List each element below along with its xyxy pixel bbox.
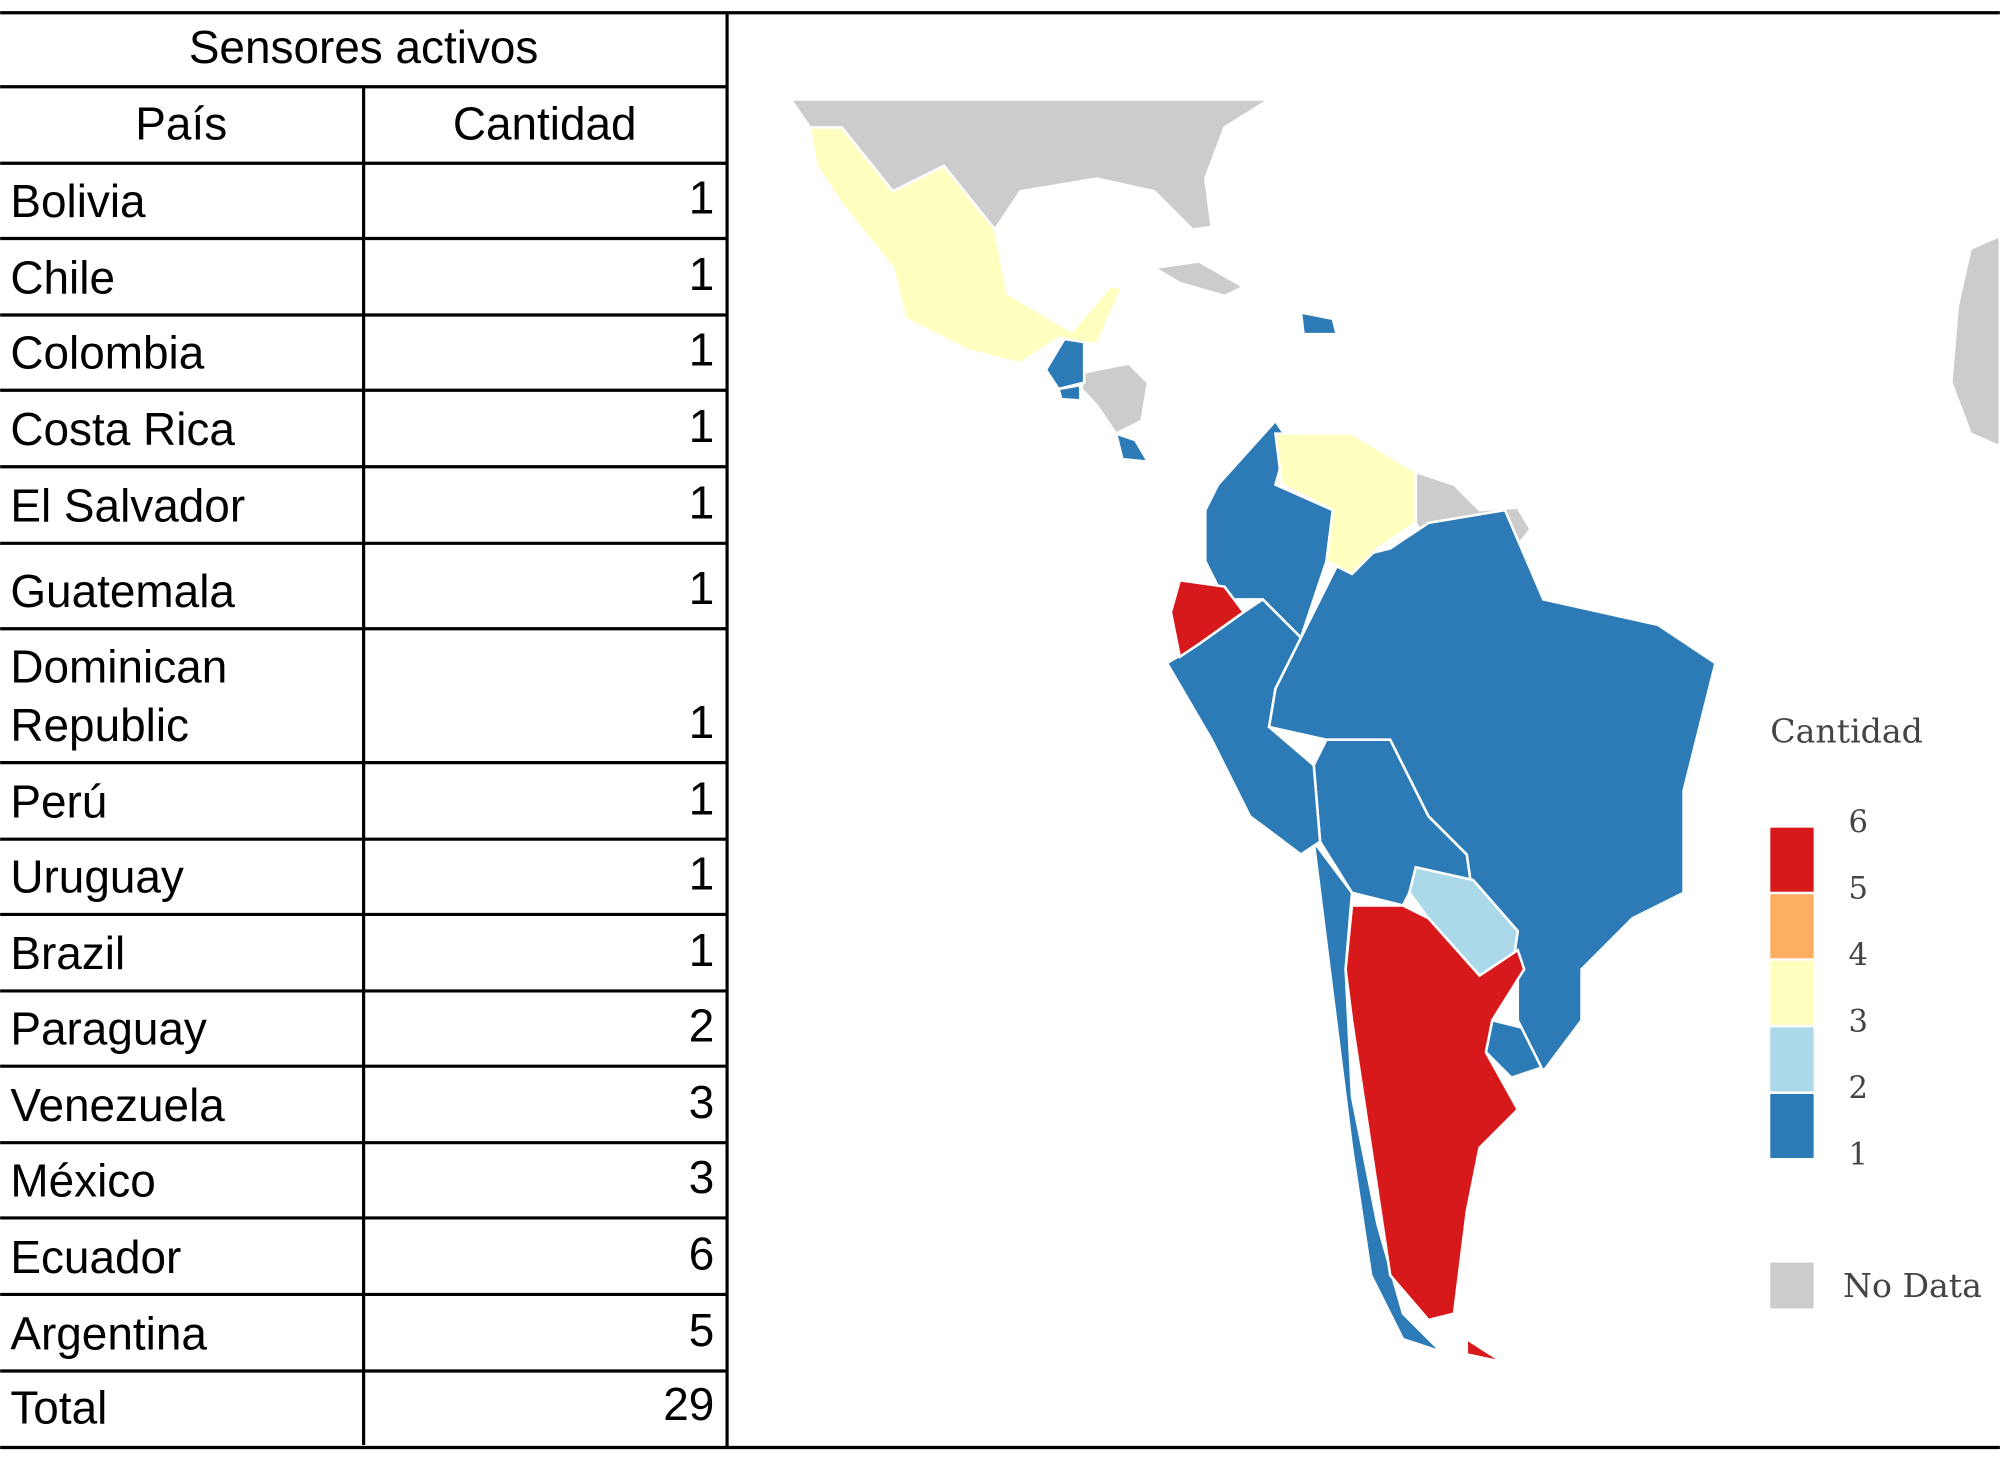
legend-tick-label: 4 — [1849, 938, 1868, 973]
cell: Total — [10, 1381, 108, 1434]
country-name: Argentina — [10, 1307, 207, 1360]
quantity: 29 — [663, 1378, 714, 1430]
legend-swatch — [1770, 960, 1814, 1025]
legend-swatch — [1770, 894, 1814, 959]
region-no-data — [1150, 260, 1247, 298]
country-region — [1114, 431, 1151, 464]
quantity: 1 — [689, 562, 715, 614]
quantity: 1 — [689, 323, 715, 375]
cell: Costa Rica — [10, 403, 235, 456]
legend-swatch — [1770, 1093, 1814, 1158]
country-name: Perú — [10, 775, 108, 828]
country-region — [1044, 336, 1086, 391]
column-header: Cantidad — [453, 98, 637, 150]
country-name: El Salvador — [10, 479, 246, 532]
cell: Venezuela — [10, 1078, 225, 1132]
country-region — [808, 126, 1125, 365]
legend-tick-label: 2 — [1849, 1071, 1868, 1106]
column-header: País — [135, 98, 227, 150]
legend-swatch — [1770, 827, 1814, 892]
legend-tick-label: 1 — [1849, 1138, 1868, 1173]
cell: Uruguay — [10, 850, 184, 903]
cell: Paraguay — [10, 1002, 207, 1055]
quantity: 1 — [689, 696, 715, 748]
country-name: Paraguay — [10, 1002, 207, 1055]
quantity: 3 — [689, 1076, 715, 1128]
legend-tick-label: 6 — [1849, 805, 1868, 840]
quantity: 1 — [689, 848, 715, 900]
country-region — [1274, 432, 1418, 576]
cell: Brazil — [10, 927, 126, 980]
quantity: 1 — [689, 172, 715, 224]
quantity: 1 — [689, 924, 715, 976]
cell: Perú — [10, 775, 108, 828]
legend-swatch — [1770, 1027, 1814, 1092]
cell: Bolivia — [10, 174, 146, 228]
cell: Chile — [10, 251, 115, 304]
legend-tick-label: 3 — [1849, 1005, 1868, 1040]
quantity: 1 — [689, 400, 715, 452]
country-name: Guatemala — [10, 564, 235, 618]
country-name: Brazil — [10, 927, 126, 980]
quantity: 6 — [689, 1228, 715, 1280]
country-name: Uruguay — [10, 850, 184, 903]
country-region — [1165, 597, 1322, 857]
country-region — [1299, 310, 1339, 336]
country-region — [1344, 904, 1526, 1364]
country-region — [1169, 578, 1246, 659]
quantity: 2 — [689, 999, 715, 1051]
country-name: México — [10, 1154, 156, 1207]
legend-tick-label: 5 — [1849, 871, 1868, 906]
country-name: Dominican Republic — [10, 640, 228, 752]
quantity: 1 — [689, 476, 715, 528]
legend-no-data-label: No Data — [1843, 1266, 1982, 1305]
country-name: Venezuela — [10, 1078, 225, 1132]
region-no-data — [1950, 234, 2000, 448]
table-title: Sensores activos — [189, 21, 539, 73]
legend-no-data-swatch — [1770, 1262, 1814, 1309]
country-name: Ecuador — [10, 1230, 182, 1283]
country-name: Costa Rica — [10, 403, 235, 456]
quantity: 1 — [689, 248, 715, 300]
quantity: 3 — [689, 1151, 715, 1203]
cell: Guatemala — [10, 564, 235, 618]
quantity: 5 — [689, 1304, 715, 1356]
cell: Argentina — [10, 1307, 207, 1360]
country-region — [1267, 508, 1717, 1074]
quantity: 1 — [689, 772, 715, 824]
cell: México — [10, 1154, 156, 1207]
cell: Ecuador — [10, 1230, 182, 1283]
cell: Dominican Republic — [10, 640, 228, 752]
legend-title: Cantidad — [1770, 711, 1923, 750]
region-no-data — [1080, 362, 1150, 436]
country-name: Chile — [10, 251, 115, 304]
country-name: Bolivia — [10, 174, 146, 228]
cell: Colombia — [10, 326, 205, 379]
country-name: Colombia — [10, 326, 205, 379]
cell: El Salvador — [10, 479, 246, 532]
total-label: Total — [10, 1381, 108, 1434]
countries — [808, 126, 1717, 1364]
